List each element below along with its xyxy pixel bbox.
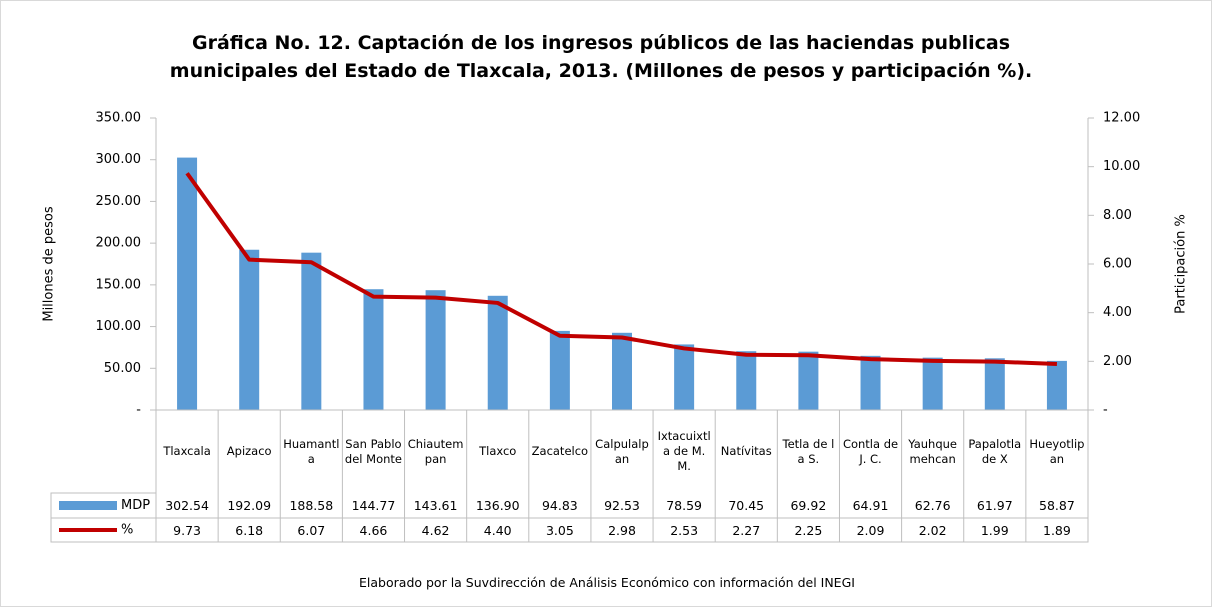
data-label: 61.97 xyxy=(976,498,1013,513)
data-label: 4.66 xyxy=(359,522,388,538)
legend-swatch xyxy=(59,501,117,510)
data-label: 9.73 xyxy=(173,522,201,538)
bar xyxy=(239,249,260,410)
y-axis-label: Millones de pesos xyxy=(42,206,57,322)
bar xyxy=(177,157,198,410)
legend-label: % xyxy=(121,523,133,538)
data-label: 94.83 xyxy=(541,498,578,513)
data-label: 64.91 xyxy=(852,498,889,513)
data-label: 1.89 xyxy=(1043,522,1071,538)
bar xyxy=(984,358,1005,410)
category-label: Apizaco xyxy=(226,444,272,458)
data-label: 302.54 xyxy=(165,498,209,513)
bar xyxy=(798,351,819,410)
category-label: Calpulalpan xyxy=(595,436,649,466)
data-label: 2.25 xyxy=(794,522,823,538)
data-label: 2.53 xyxy=(670,522,699,538)
bar xyxy=(301,252,322,410)
data-label: 4.62 xyxy=(421,522,450,538)
data-label: 2.02 xyxy=(918,522,947,538)
category-label: Tetla de la S. xyxy=(782,436,835,466)
data-label: 6.07 xyxy=(297,522,326,538)
category-label: Papalotla de X xyxy=(968,436,1022,466)
bar xyxy=(922,357,943,410)
y-tick-label: 200.00 xyxy=(96,236,142,251)
bar xyxy=(1046,360,1067,410)
category-label: San Pablo del Monte xyxy=(344,436,402,466)
y-tick-label: 150.00 xyxy=(96,277,142,292)
category-label: Contla de J. C. xyxy=(842,436,899,466)
bar xyxy=(363,289,384,410)
chart-title: Gráfica No. 12. Captación de los ingreso… xyxy=(169,32,1033,82)
data-label: 62.76 xyxy=(914,498,951,513)
data-label: 6.18 xyxy=(235,522,264,538)
category-label: Natívitas xyxy=(720,444,772,458)
data-label: 70.45 xyxy=(728,498,765,513)
y2-tick-label: 10.00 xyxy=(1103,159,1140,174)
table-frame xyxy=(155,409,1089,543)
y-tick-label: - xyxy=(136,403,141,418)
y-tick-label: 100.00 xyxy=(96,319,142,334)
data-label: 92.53 xyxy=(604,498,640,513)
data-label: 1.99 xyxy=(980,522,1009,538)
y2-tick-label: 8.00 xyxy=(1103,208,1132,223)
category-label: Huamantla xyxy=(283,436,340,466)
y-tick-label: 50.00 xyxy=(104,361,141,376)
bar xyxy=(487,295,508,410)
y-tick-label: 250.00 xyxy=(96,194,142,209)
y2-tick-label: 4.00 xyxy=(1103,305,1132,320)
data-label: 2.09 xyxy=(856,522,885,538)
data-label: 144.77 xyxy=(351,498,396,513)
category-label: Tlaxcala xyxy=(163,444,211,458)
data-label: 69.92 xyxy=(790,498,827,513)
y-tick-label: 300.00 xyxy=(96,152,142,167)
data-label: 2.27 xyxy=(732,522,761,538)
category-label: Tlaxco xyxy=(479,444,517,458)
y2-tick-label: - xyxy=(1103,403,1108,418)
data-label: 78.59 xyxy=(666,498,703,513)
y2-tick-label: 12.00 xyxy=(1103,111,1140,126)
data-label: 136.90 xyxy=(475,498,520,513)
category-label: Ixtacuixtla de M. M. xyxy=(657,429,711,473)
category-label: Chiautempan xyxy=(407,436,464,466)
category-label: Zacatelco xyxy=(531,444,589,458)
data-label: 192.09 xyxy=(227,498,272,513)
y-tick-label: 350.00 xyxy=(96,111,142,126)
data-label: 4.40 xyxy=(483,522,512,538)
bar xyxy=(549,330,570,410)
footnote: Elaborado por la Suvdirección de Análisi… xyxy=(359,575,855,590)
category-label: Yauhquemehcan xyxy=(908,436,958,466)
y2-axis-label: Participación % xyxy=(1174,214,1189,314)
y2-tick-label: 6.00 xyxy=(1103,257,1132,272)
data-label: 58.87 xyxy=(1039,498,1075,513)
bar xyxy=(425,290,446,410)
bar xyxy=(612,332,632,410)
data-label: 3.05 xyxy=(545,522,574,538)
bar xyxy=(674,344,695,410)
y2-tick-label: 2.00 xyxy=(1103,354,1132,369)
data-label: 143.61 xyxy=(413,498,458,513)
data-label: 188.58 xyxy=(289,498,334,513)
data-label: 2.98 xyxy=(608,522,636,538)
legend-label: MDP xyxy=(121,498,150,513)
bar xyxy=(736,351,757,410)
bar xyxy=(860,355,881,410)
line xyxy=(185,172,1058,367)
category-label: Hueyotlipan xyxy=(1029,436,1085,466)
